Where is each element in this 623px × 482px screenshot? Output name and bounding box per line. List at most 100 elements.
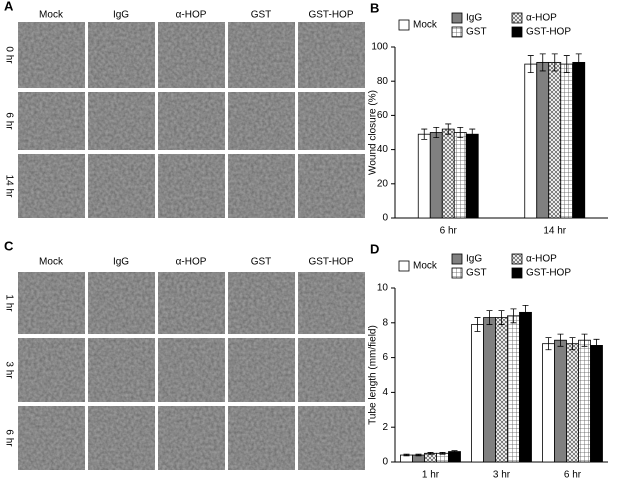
column-label: GST [251, 10, 272, 21]
legend-swatch [511, 12, 523, 24]
y-tick-label: 40 [377, 144, 389, 155]
error-bar [557, 333, 564, 347]
legend-label: IgG [466, 254, 482, 265]
panel-label: B [370, 0, 379, 15]
micrograph [18, 22, 85, 88]
row-label: 1 hr [3, 294, 14, 312]
column-label: GST [251, 257, 272, 268]
legend-swatch [511, 253, 523, 265]
legend-label: α-HOP [526, 254, 557, 265]
error-bar [545, 337, 552, 351]
row-label: 0 hr [3, 46, 14, 64]
bar [524, 63, 538, 219]
x-tick-label: 1 hr [422, 470, 440, 481]
micrograph [298, 272, 365, 334]
error-bar [527, 55, 534, 74]
legend-swatch [511, 267, 523, 279]
bar [560, 63, 574, 219]
micrograph [88, 272, 155, 334]
error-bar [551, 53, 558, 72]
micrograph [228, 406, 295, 470]
y-tick-label: 2 [382, 422, 388, 433]
micrograph [18, 92, 85, 150]
error-bar [581, 333, 588, 347]
y-tick-label: 10 [377, 283, 389, 294]
legend-label: GST [466, 27, 487, 38]
bar [448, 451, 461, 463]
legend-label: GST-HOP [526, 27, 571, 38]
error-bar [403, 453, 410, 457]
micrograph [18, 272, 85, 334]
legend-label: IgG [466, 13, 482, 24]
micrograph [158, 92, 225, 150]
column-label: IgG [113, 257, 129, 268]
micrograph [18, 338, 85, 402]
bar [554, 339, 567, 463]
micrograph [158, 338, 225, 402]
column-label: Mock [39, 10, 64, 21]
bar [424, 452, 437, 463]
x-tick-label: 14 hr [543, 226, 566, 237]
y-tick-label: 20 [377, 178, 389, 189]
error-bar [457, 126, 464, 139]
column-label: α-HOP [176, 10, 207, 21]
bar [542, 343, 555, 463]
bar [483, 317, 496, 463]
y-tick-label: 60 [377, 110, 389, 121]
error-bar [569, 337, 576, 351]
error-bar [522, 305, 529, 320]
legend-swatch [451, 267, 463, 279]
y-tick-label: 6 [382, 352, 388, 363]
error-bar [439, 452, 446, 455]
legend-swatch [511, 26, 523, 38]
error-bar [498, 310, 505, 325]
error-bar [474, 317, 481, 332]
row-label: 6 hr [3, 112, 14, 130]
micrograph [88, 338, 155, 402]
x-tick-label: 6 hr [440, 226, 458, 237]
bar [578, 339, 591, 463]
x-tick-label: 6 hr [564, 470, 582, 481]
micrograph [298, 338, 365, 402]
column-label: GST-HOP [308, 257, 353, 268]
error-bar [486, 310, 493, 325]
bar [417, 133, 431, 219]
y-tick-label: 8 [382, 317, 388, 328]
micrograph [88, 154, 155, 218]
legend-label: Mock [413, 20, 438, 31]
error-bar [563, 55, 570, 74]
y-tick-label: 0 [382, 457, 388, 468]
y-tick-label: 80 [377, 76, 389, 87]
error-bar [445, 123, 452, 135]
y-tick-label: 100 [371, 42, 388, 53]
legend-label: α-HOP [526, 13, 557, 24]
error-bar [469, 128, 476, 140]
micrograph [298, 406, 365, 470]
y-tick-label: 0 [382, 213, 388, 224]
y-tick-label: 4 [382, 387, 388, 398]
column-label: GST-HOP [308, 10, 353, 21]
micrograph [158, 272, 225, 334]
error-bar [593, 338, 600, 352]
micrograph [298, 154, 365, 218]
bar [566, 343, 579, 463]
micrograph [228, 272, 295, 334]
micrograph [228, 92, 295, 150]
bar [436, 452, 449, 463]
micrograph [158, 406, 225, 470]
y-axis-label: Wound closure (%) [368, 90, 379, 175]
bar [471, 324, 484, 463]
micrograph [158, 154, 225, 218]
legend-swatch [398, 260, 410, 272]
micrograph [228, 338, 295, 402]
legend-swatch [398, 19, 410, 31]
y-axis-label: Tube length (mm/field) [368, 325, 379, 425]
error-bar [539, 53, 546, 72]
micrograph [158, 22, 225, 88]
legend-label: GST [466, 268, 487, 279]
bar [429, 132, 443, 219]
panel-label: C [4, 238, 14, 253]
error-bar [427, 452, 434, 455]
bar [507, 315, 520, 463]
